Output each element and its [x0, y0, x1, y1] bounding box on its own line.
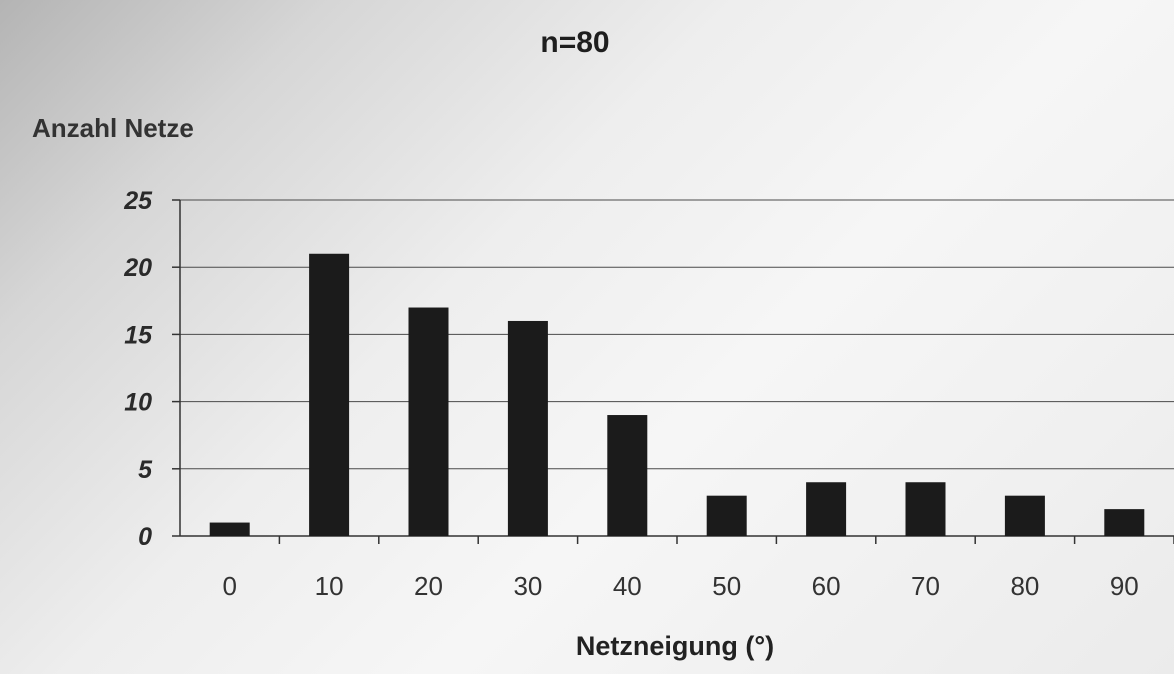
y-axis-label: Anzahl Netze: [32, 113, 194, 143]
chart-title: n=80: [540, 26, 609, 59]
x-tick-label: 80: [1010, 571, 1039, 601]
x-tick-label: 30: [513, 571, 542, 601]
bar-60: [806, 482, 847, 536]
y-tick-label: 25: [123, 187, 153, 215]
y-tick-label: 20: [123, 254, 152, 282]
bars: [209, 253, 1145, 536]
bar-70: [905, 482, 946, 536]
x-tick-label: 40: [613, 571, 642, 601]
bar-90: [1104, 509, 1145, 536]
x-tick-label: 70: [911, 571, 940, 601]
y-tick-label: 10: [124, 389, 152, 417]
y-tick-label: 0: [138, 523, 152, 551]
bar-40: [607, 415, 648, 536]
x-axis-label: Netzneigung (°): [576, 631, 774, 661]
x-tick-label: 90: [1110, 571, 1139, 601]
bar-80: [1004, 495, 1045, 536]
y-ticks: 0 5 10 15 20 25: [123, 187, 153, 551]
bar-50: [706, 495, 747, 536]
bar-20: [408, 307, 449, 536]
y-tick-label: 15: [124, 321, 153, 349]
bar-30: [507, 320, 548, 536]
y-tick-label: 5: [138, 456, 153, 484]
x-tick-label: 0: [222, 571, 236, 601]
x-tick-label: 20: [414, 571, 443, 601]
bar-0: [209, 522, 250, 536]
x-tick-label: 50: [712, 571, 741, 601]
x-ticks: 0 10 20 30 40 50 60 70 80 90: [222, 536, 1174, 601]
x-tick-label: 60: [812, 571, 841, 601]
x-tick-label: 10: [315, 571, 344, 601]
bar-10: [309, 253, 350, 536]
